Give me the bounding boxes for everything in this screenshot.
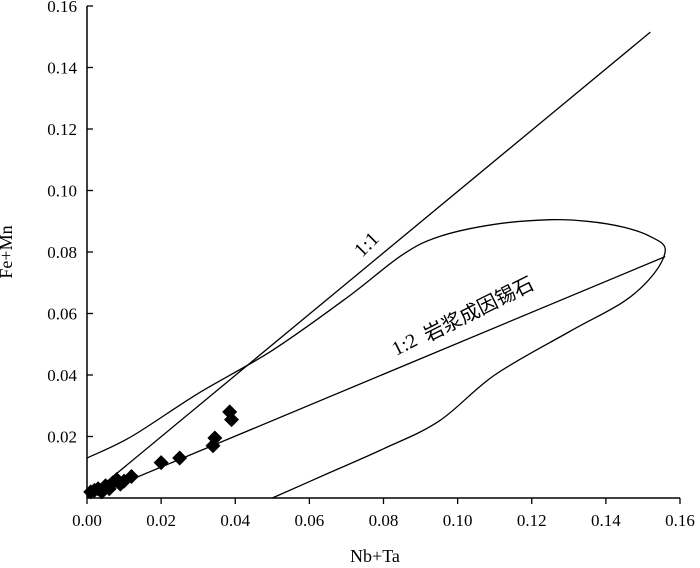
- y-tick-label: 0.06: [47, 305, 77, 324]
- data-point: [207, 430, 223, 446]
- x-tick-label: 0.10: [443, 511, 473, 530]
- data-point: [123, 468, 139, 484]
- reference-lines-layer: [86, 31, 666, 499]
- x-tick-label: 0.16: [665, 511, 695, 530]
- line-1-1: [86, 31, 651, 499]
- y-tick-label: 0.02: [47, 428, 77, 447]
- ticks-layer: 0.00 0.02 0.04 0.06 0.08 0.10 0.12 0.14 0.16 0.02…: [47, 0, 695, 530]
- annotation-1-2: 1:2: [388, 329, 421, 360]
- data-points-layer: [83, 404, 240, 500]
- x-tick-label: 0.14: [591, 511, 621, 530]
- x-tick-label: 0.06: [295, 511, 325, 530]
- magmatic-field-layer: [86, 218, 666, 499]
- magmatic-cassiterite-field: [86, 218, 666, 499]
- x-axis-label: Nb+Ta: [350, 546, 400, 566]
- y-tick-label: 0.12: [47, 120, 77, 139]
- line-1-2: [86, 256, 666, 499]
- y-tick-label: 0.08: [47, 243, 77, 262]
- y-tick-label: 0.14: [47, 59, 77, 78]
- y-axis-label: Fe+Mn: [0, 225, 16, 278]
- data-point: [224, 412, 240, 428]
- data-point: [153, 455, 169, 471]
- y-tick-label: 0.04: [47, 366, 77, 385]
- y-tick-label: 0.16: [47, 0, 77, 16]
- data-point: [172, 450, 188, 466]
- x-tick-label: 0.00: [72, 511, 102, 530]
- y-tick-label: 0.10: [47, 182, 77, 201]
- x-tick-label: 0.12: [517, 511, 547, 530]
- x-tick-label: 0.04: [220, 511, 250, 530]
- x-tick-label: 0.02: [146, 511, 176, 530]
- x-tick-label: 0.08: [369, 511, 399, 530]
